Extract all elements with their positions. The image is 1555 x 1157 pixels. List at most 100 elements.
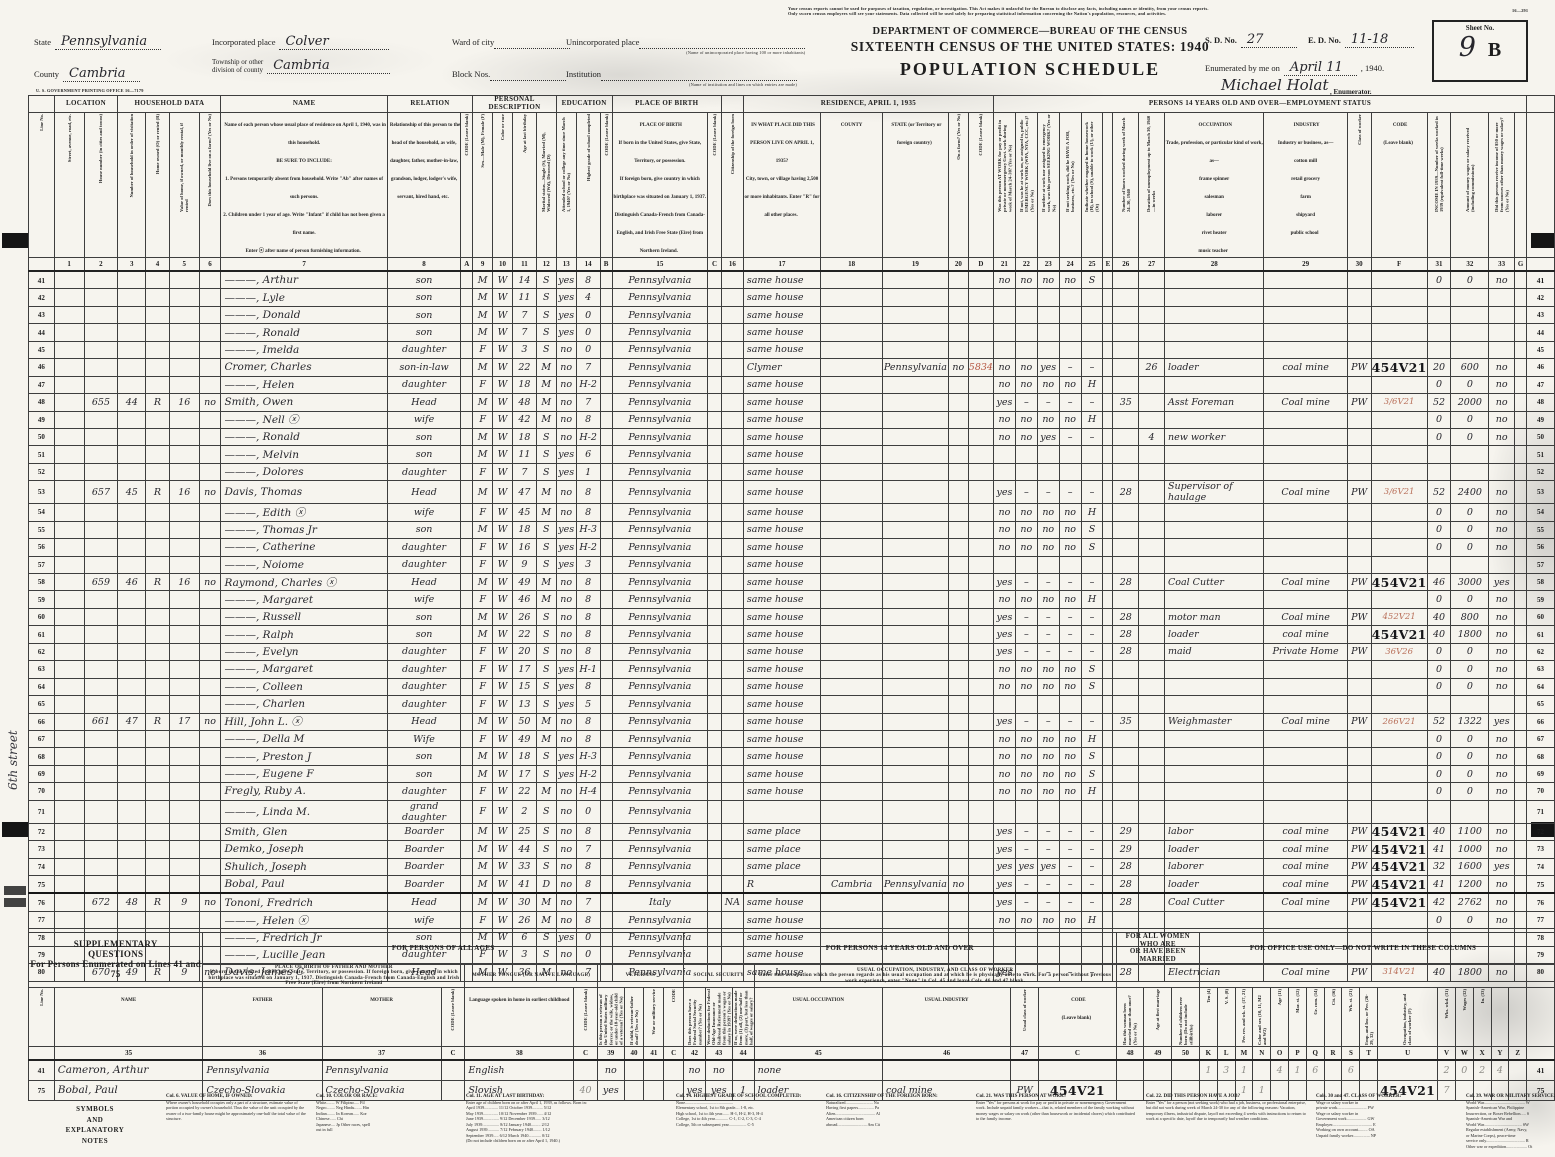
cell-lineR: 52	[1526, 462, 1555, 482]
column-number	[1526, 257, 1555, 272]
cell-farm	[198, 590, 222, 609]
cell-street	[53, 747, 85, 766]
cell-lineR: 60	[1526, 607, 1555, 627]
cell-uocc: none	[753, 1059, 883, 1081]
cell-rel: daughter	[386, 695, 462, 714]
cell-own	[145, 660, 170, 679]
cell-farm	[198, 340, 222, 360]
column-description: IN WHAT PLACE DID THIS PERSON LIVE ON AP…	[742, 112, 822, 258]
cell-e22: –	[1014, 712, 1038, 731]
column-description: Amount of money wages or salary received…	[1450, 112, 1490, 258]
cell-e23: –	[1036, 393, 1060, 412]
cell-ot: no	[1488, 875, 1516, 895]
cell-cD	[967, 555, 994, 575]
cell-codeB	[599, 782, 613, 801]
cell-occ: new worker	[1163, 427, 1265, 447]
cell-b: Pennsylvania	[611, 607, 709, 627]
cell-street	[53, 892, 85, 912]
cell-dur	[1138, 712, 1165, 731]
cell-age: 30	[511, 892, 537, 912]
cell-cF: 452V21	[1370, 607, 1428, 627]
cell-e21: yes	[992, 642, 1016, 662]
cell-dur	[1138, 270, 1165, 290]
cell-e21: no	[992, 270, 1016, 290]
cell-age: 18	[511, 427, 537, 447]
cell-codeB	[599, 305, 613, 325]
cell-street	[53, 288, 85, 307]
cell-b: Italy	[611, 892, 709, 912]
cell-race: W	[492, 480, 513, 505]
cell-house	[83, 764, 119, 784]
cell-ct	[720, 340, 744, 360]
cell-own	[145, 270, 170, 290]
cell-sc: yes	[555, 747, 577, 766]
cell-cF	[1370, 462, 1428, 482]
cell-cD: 5834	[967, 358, 994, 377]
cell-r19	[881, 729, 949, 749]
cell-e25: –	[1080, 642, 1104, 662]
cell-own: R	[145, 572, 170, 592]
cell-codeE	[1102, 410, 1114, 429]
cell-race: W	[492, 538, 513, 557]
column-number: 41	[643, 1045, 665, 1061]
cell-b: Pennsylvania	[611, 695, 709, 714]
cell-r17: same house	[742, 288, 822, 307]
column-description: Wages (32)	[1454, 986, 1474, 1047]
cell-e25	[1080, 555, 1104, 575]
cell-e21: yes	[992, 892, 1016, 912]
cell-g: 7	[575, 892, 601, 912]
cell-r18	[820, 305, 883, 325]
cell-codeG	[1514, 323, 1527, 342]
township-label: Township or other division of county	[212, 58, 264, 74]
cell-e21: yes	[992, 480, 1016, 505]
cell-sex: M	[472, 323, 494, 342]
cell-v40	[623, 1059, 645, 1081]
cell-b: Pennsylvania	[611, 590, 709, 609]
cell-e21	[992, 323, 1016, 342]
cell-wg: 600	[1450, 358, 1490, 377]
column-description-text: Class of worker	[1356, 114, 1362, 145]
note-title: Col. 10. COLOR OR RACE:	[316, 1094, 378, 1099]
cell-wks	[1426, 288, 1452, 307]
cell-V: 2	[1437, 1059, 1456, 1081]
column-description-text: If neither at work nor assigned to emerg…	[1040, 114, 1056, 212]
cell-ind	[1263, 782, 1348, 801]
cell-street	[53, 729, 85, 749]
cell-age: 26	[511, 607, 537, 627]
column-description-text: If not seeking work, did he HAVE A JOB, …	[1064, 130, 1076, 212]
cell-uocc: loader	[753, 1079, 883, 1101]
cell-b: Pennsylvania	[611, 712, 709, 731]
cell-house	[83, 538, 119, 557]
cell-rel: Boarder	[386, 840, 462, 859]
cell-r17: same house	[742, 747, 822, 766]
cell-codeC	[707, 288, 722, 307]
column-description-text: CODE (Leave blank)	[582, 988, 588, 1031]
cell-dur	[1138, 857, 1165, 877]
cell-own	[145, 520, 170, 540]
cell-street	[53, 840, 85, 859]
cell-farm	[198, 910, 222, 930]
cell-e25: H	[1080, 375, 1104, 395]
cell-age: 13	[511, 695, 537, 714]
column-description: Duration of unemployment up to March 30,…	[1138, 112, 1165, 258]
cell-lineL: 64	[28, 677, 55, 697]
note-title: Cols. 30 and 47. CLASS OF WORKER:	[1316, 1094, 1402, 1099]
cell-farm: no	[198, 712, 222, 731]
cell-mar: M	[535, 572, 557, 592]
column-description-text: If so, were deductions made from (1) all…	[732, 990, 754, 1045]
cell-lineL: 48	[28, 393, 55, 412]
cell-cw	[1346, 660, 1372, 679]
cell-b: Pennsylvania	[611, 393, 709, 412]
cell-street	[53, 305, 85, 325]
cell-occ: maid	[1163, 642, 1265, 662]
cell-codeG	[1514, 910, 1527, 930]
column-description	[1490, 986, 1510, 1047]
cell-ind	[1263, 427, 1348, 447]
cell-codeE	[1102, 270, 1114, 290]
cell-occ: Coal Cutter	[1163, 572, 1265, 592]
cell-mar: S	[535, 857, 557, 877]
cell-ind	[1263, 288, 1348, 307]
cell-farm	[198, 625, 222, 644]
cell-ind	[1263, 323, 1348, 342]
cell-house	[83, 799, 119, 824]
